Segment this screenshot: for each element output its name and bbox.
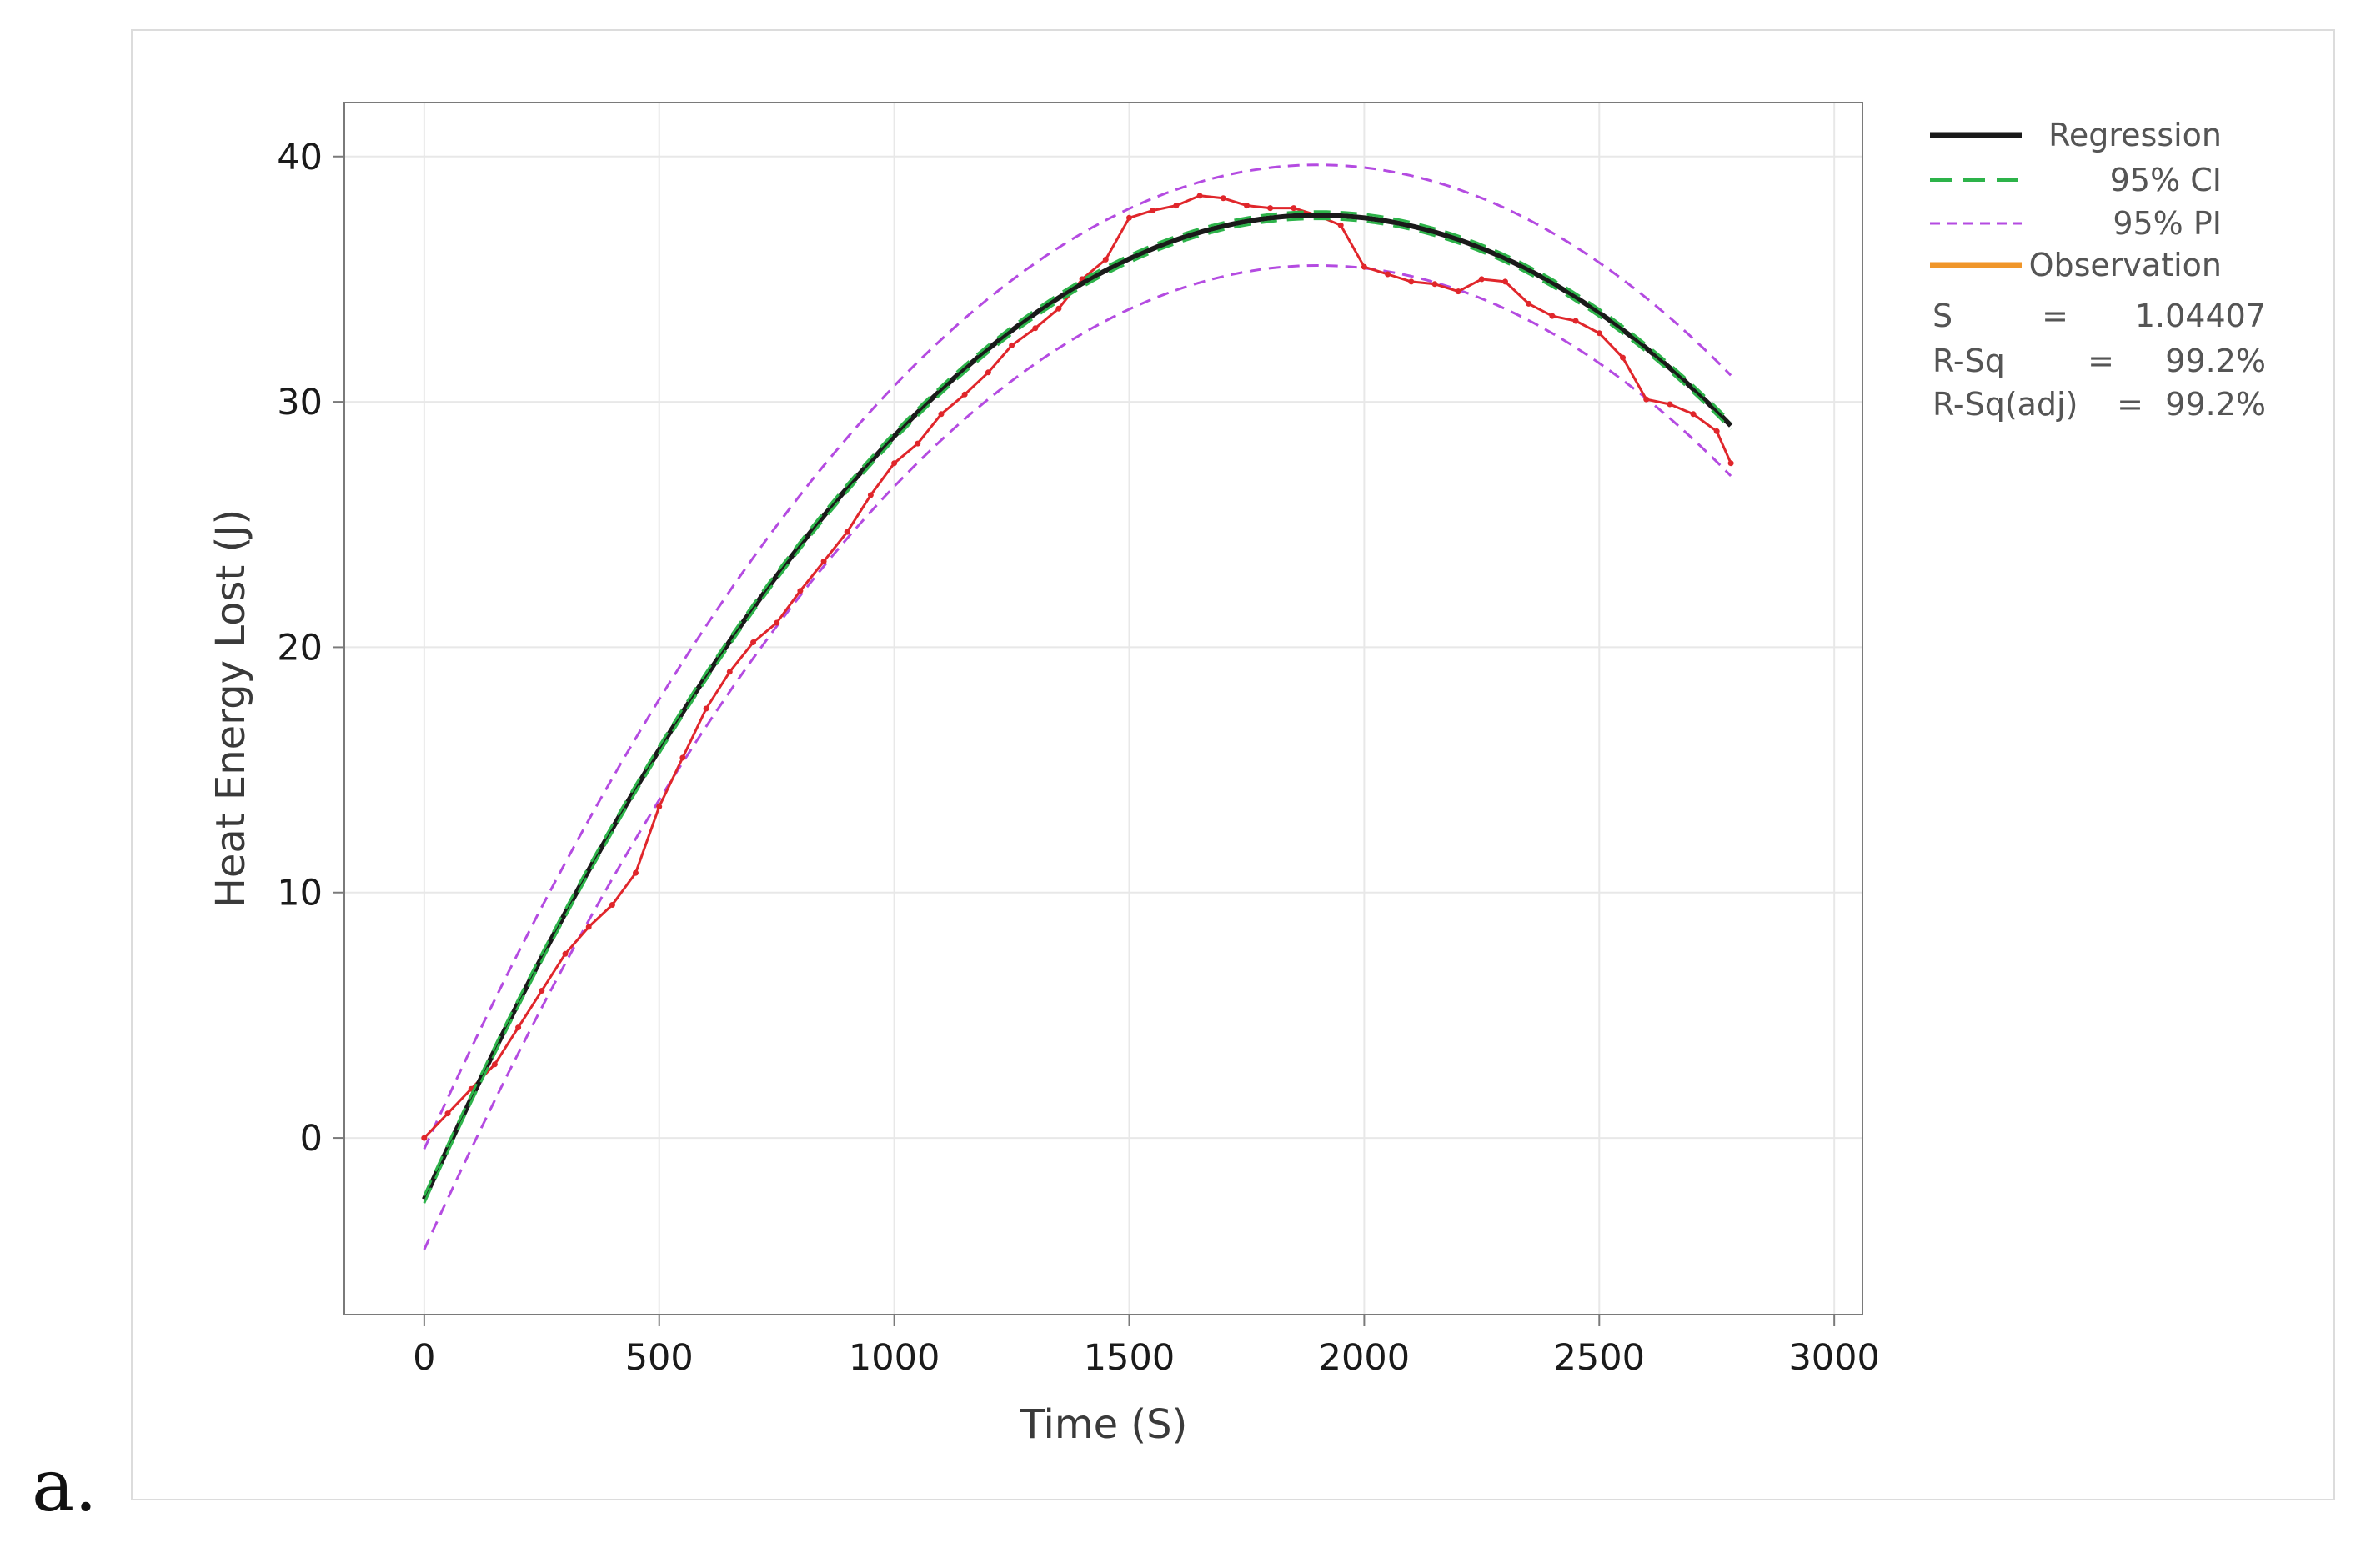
observation-point [609, 902, 615, 908]
observation-point [703, 705, 709, 712]
observation-point [1502, 278, 1508, 285]
stat-value-2: 99.2% [2165, 386, 2266, 423]
stat-eq-1: = [2088, 343, 2114, 379]
observation-point [1690, 411, 1697, 418]
pi-lower-line [423, 263, 1732, 1250]
observation-point [539, 988, 545, 994]
observation-point [1526, 300, 1532, 307]
observation-point [1620, 354, 1626, 361]
observation-point [1244, 203, 1250, 209]
series-layer [421, 163, 1734, 1250]
observation-point [1596, 330, 1602, 337]
grid-layer [344, 103, 1862, 1315]
observation-point [938, 411, 945, 418]
observation-point [1431, 281, 1438, 288]
ci-lower-line [423, 217, 1732, 1204]
observation-point [1337, 222, 1344, 228]
observation-point [1572, 318, 1579, 324]
observation-point [491, 1061, 498, 1068]
observation-point [1291, 205, 1297, 212]
legend: Regression 95% CI 95% PI Observation S = 1.044… [1930, 117, 2266, 423]
stat-label-0: S [1932, 298, 1952, 334]
x-tick-label: 1500 [1084, 1337, 1175, 1379]
observation-point [1126, 214, 1132, 221]
observation-point [726, 669, 733, 675]
observation-point [844, 529, 850, 535]
legend-label-1: 95% CI [2110, 162, 2222, 198]
observation-point [1408, 278, 1415, 285]
observation-point [867, 492, 874, 498]
observation-point [1549, 313, 1556, 319]
legend-label-0: Regression [2048, 117, 2222, 153]
observation-point [915, 440, 921, 447]
y-tick-label: 0 [300, 1118, 323, 1160]
y-tick-label: 40 [277, 137, 323, 178]
x-tick-label: 3000 [1788, 1337, 1879, 1379]
x-tick-label: 2500 [1554, 1337, 1645, 1379]
x-tick-label: 2000 [1319, 1337, 1410, 1379]
y-axis-title: Heat Energy Lost (J) [208, 509, 254, 908]
observation-point [656, 804, 663, 810]
observation-point [1009, 342, 1015, 348]
observation-point [421, 1135, 428, 1141]
x-tick-label: 500 [625, 1337, 694, 1379]
observation-point [1713, 428, 1720, 434]
observation-point [1173, 203, 1180, 209]
stat-value-0: 1.04407 [2135, 298, 2266, 334]
x-tick-label: 1000 [849, 1337, 940, 1379]
observation-point [961, 391, 968, 398]
observation-point [1055, 305, 1062, 312]
y-tick-label: 10 [277, 873, 323, 914]
observation-point [1102, 256, 1109, 263]
observation-point [985, 369, 991, 376]
stat-eq-0: = [2042, 298, 2068, 334]
observation-point [891, 460, 898, 467]
observation-point [1455, 288, 1461, 295]
observation-point [1643, 396, 1650, 403]
panel-label: a. [32, 1445, 98, 1528]
observation-point [585, 924, 592, 930]
plot-frame [343, 102, 1863, 1315]
observation-point [1385, 271, 1391, 278]
stat-value-1: 99.2% [2165, 343, 2266, 379]
observation-point [1267, 205, 1274, 212]
observation-point [750, 639, 756, 645]
x-tick-label: 0 [413, 1337, 435, 1379]
x-axis-title: Time (S) [1020, 1401, 1188, 1448]
observation-point [797, 588, 804, 594]
observation-point [1150, 208, 1156, 213]
observation-point [1361, 263, 1367, 270]
observation-point [679, 754, 686, 761]
ci-upper-line [423, 210, 1732, 1196]
legend-label-2: 95% PI [2113, 205, 2222, 242]
legend-label-3: Observation [2029, 247, 2222, 283]
observation-point [1478, 276, 1485, 283]
observation-point [633, 869, 639, 876]
tick-layer: 0 500 1000 1500 2000 2500 3000 0 10 20 30 40 [277, 137, 1880, 1379]
observation-point [774, 619, 780, 626]
observation-point [562, 950, 569, 957]
observation-point [444, 1110, 451, 1117]
stat-eq-2: = [2117, 386, 2143, 423]
stat-label-2: R-Sq(adj) [1932, 386, 2078, 423]
regression-line [422, 213, 1733, 1200]
y-tick-label: 30 [277, 382, 323, 423]
y-tick-label: 20 [277, 627, 323, 669]
observation-point [820, 558, 827, 564]
observation-point [1667, 401, 1673, 408]
observation-point [515, 1024, 522, 1031]
pi-upper-line [423, 163, 1732, 1150]
observation-point [1196, 193, 1203, 199]
observation-point [1032, 325, 1039, 332]
stat-label-1: R-Sq [1932, 343, 2005, 379]
observation-point [1220, 195, 1226, 202]
observation-point [1727, 460, 1734, 467]
